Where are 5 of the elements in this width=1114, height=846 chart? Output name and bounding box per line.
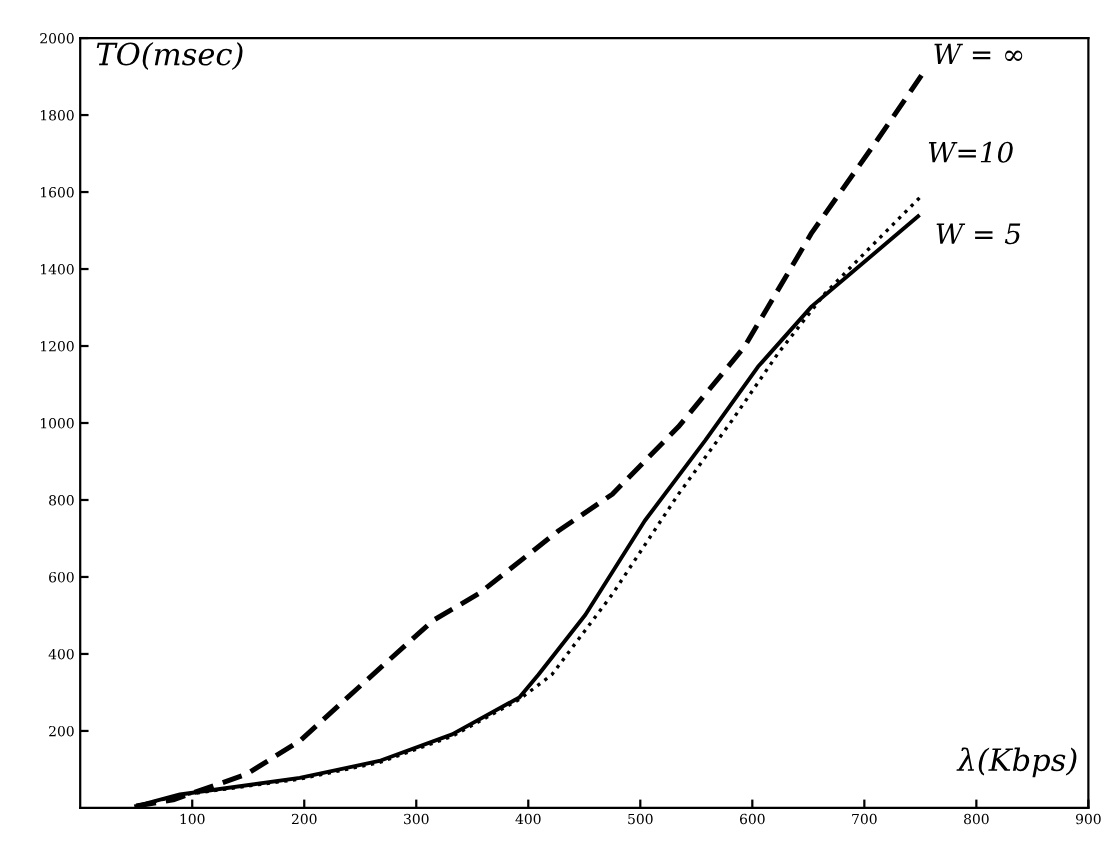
series-label: W = ∞ xyxy=(934,43,1023,65)
x-axis-title: λ(Kbps) xyxy=(956,747,1077,778)
series-label: W=10 xyxy=(928,141,1013,163)
series-label: W = 5 xyxy=(936,223,1021,245)
y-axis-title: TO(msec) xyxy=(96,41,243,70)
